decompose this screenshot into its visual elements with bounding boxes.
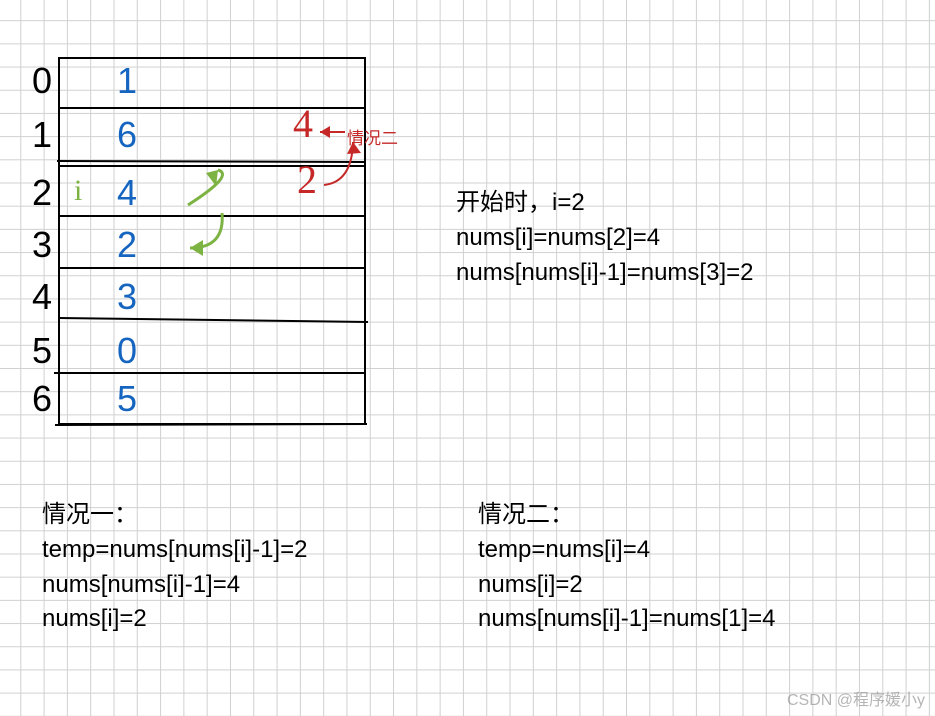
- case1-line: nums[i]=2: [42, 602, 307, 637]
- explain-line: nums[i]=nums[2]=4: [456, 221, 753, 256]
- case1-line: nums[nums[i]-1]=4: [42, 568, 307, 603]
- value-4: 3: [112, 276, 142, 318]
- case2-arrow-label: 情况二: [347, 124, 398, 149]
- value-1: 6: [112, 114, 142, 156]
- value-3: 2: [112, 224, 142, 266]
- index-4: 4: [22, 276, 52, 318]
- case2-line: nums[i]=2: [478, 568, 775, 603]
- index-1: 1: [22, 114, 52, 156]
- i-marker: i: [74, 174, 82, 208]
- index-3: 3: [22, 224, 52, 266]
- index-6: 6: [22, 378, 52, 420]
- explain-line: nums[nums[i]-1]=nums[3]=2: [456, 256, 753, 291]
- index-2: 2: [22, 172, 52, 214]
- case1-title: 情况一：: [42, 498, 307, 533]
- value-6: 5: [112, 378, 142, 420]
- explain-line: 开始时，i=2: [456, 186, 753, 221]
- handwritten-4: 4: [293, 100, 313, 147]
- case1-line: temp=nums[nums[i]-1]=2: [42, 533, 307, 568]
- value-2: 4: [112, 172, 142, 214]
- case2-line: temp=nums[i]=4: [478, 533, 775, 568]
- value-5: 0: [112, 330, 142, 372]
- index-0: 0: [22, 60, 52, 102]
- case1-block: 情况一： temp=nums[nums[i]-1]=2 nums[nums[i]…: [42, 498, 307, 637]
- case2-title: 情况二：: [478, 498, 775, 533]
- watermark: CSDN @程序媛小y: [787, 686, 925, 710]
- handwritten-2: 2: [297, 156, 317, 203]
- value-0: 1: [112, 60, 142, 102]
- case2-line: nums[nums[i]-1]=nums[1]=4: [478, 602, 775, 637]
- explain-start: 开始时，i=2 nums[i]=nums[2]=4 nums[nums[i]-1…: [456, 186, 753, 290]
- index-5: 5: [22, 330, 52, 372]
- case2-block: 情况二： temp=nums[i]=4 nums[i]=2 nums[nums[…: [478, 498, 775, 637]
- diagram-content: 0 1 2 3 4 5 6 1 6 4 2 3 0 5 i 4 2 情况二 开始…: [0, 0, 935, 716]
